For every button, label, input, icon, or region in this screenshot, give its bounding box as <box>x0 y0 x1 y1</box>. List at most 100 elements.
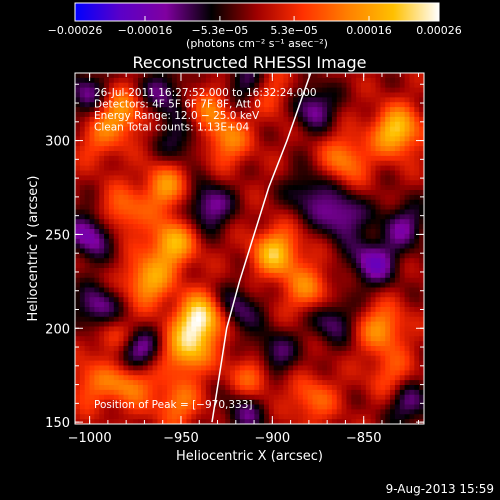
heatmap-cell <box>414 370 420 376</box>
heatmap-cell <box>133 360 139 367</box>
heatmap-cell <box>317 380 323 386</box>
heatmap-cell <box>220 380 226 386</box>
heatmap-cell <box>99 263 105 269</box>
heatmap-cell <box>167 82 173 89</box>
heatmap-cell <box>307 316 314 323</box>
heatmap-cell <box>327 131 333 137</box>
heatmap-cell <box>118 287 125 293</box>
heatmap-cell <box>210 204 217 211</box>
heatmap-cell <box>404 146 411 152</box>
heatmap-cell <box>346 92 352 98</box>
heatmap-cell <box>390 190 396 196</box>
heatmap-cell <box>288 194 294 201</box>
heatmap-cell <box>336 87 343 94</box>
heatmap-cell <box>220 258 226 264</box>
heatmap-cell <box>404 219 411 225</box>
heatmap-cell <box>234 326 241 332</box>
heatmap-cell <box>230 73 236 79</box>
heatmap-cell <box>365 326 372 332</box>
heatmap-cell <box>133 155 139 162</box>
heatmap-cell <box>176 341 183 347</box>
heatmap-cell <box>370 394 377 401</box>
heatmap-cell <box>268 77 275 84</box>
heatmap-cell <box>365 360 372 367</box>
heatmap-cell <box>409 282 415 289</box>
heatmap-cell <box>264 82 270 89</box>
heatmap-cell <box>302 248 309 254</box>
heatmap-cell <box>312 341 318 347</box>
heatmap-cell <box>152 404 159 410</box>
heatmap-cell <box>288 282 294 289</box>
heatmap-cell <box>133 175 139 181</box>
heatmap-cell <box>414 175 420 181</box>
heatmap-cell <box>293 146 299 152</box>
heatmap-cell <box>94 326 100 332</box>
heatmap-cell <box>288 243 294 250</box>
heatmap-cell <box>152 151 159 157</box>
heatmap-cell <box>138 370 144 376</box>
heatmap-cell <box>268 151 275 157</box>
heatmap-cell <box>128 82 134 89</box>
heatmap-cell <box>89 126 95 133</box>
heatmap-cell <box>394 141 401 147</box>
heatmap-cell <box>215 175 222 181</box>
heatmap-cell <box>191 331 197 337</box>
heatmap-cell <box>254 389 260 396</box>
heatmap-cell <box>79 97 86 103</box>
heatmap-cell <box>176 87 183 94</box>
heatmap-cell <box>317 185 323 191</box>
heatmap-cell <box>419 219 424 225</box>
heatmap-cell <box>414 365 420 371</box>
heatmap-cell <box>94 253 100 259</box>
heatmap-cell <box>201 297 207 303</box>
heatmap-cell <box>317 272 323 279</box>
heatmap-cell <box>273 112 280 118</box>
heatmap-cell <box>84 102 91 108</box>
heatmap-cell <box>176 389 183 396</box>
heatmap-cell <box>375 97 381 103</box>
heatmap-cell <box>264 73 270 79</box>
heatmap-cell <box>210 346 217 352</box>
heatmap-cell <box>302 233 309 240</box>
heatmap-cell <box>181 160 188 167</box>
heatmap-cell <box>210 92 217 98</box>
heatmap-cell <box>414 77 420 84</box>
heatmap-cell <box>157 185 163 191</box>
heatmap-cell <box>259 102 265 108</box>
heatmap-cell <box>394 248 401 254</box>
heatmap-cell <box>171 160 178 167</box>
heatmap-cell <box>104 326 110 332</box>
heatmap-cell <box>414 121 420 128</box>
heatmap-cell <box>239 204 246 211</box>
heatmap-cell <box>191 194 197 201</box>
heatmap-cell <box>331 233 338 240</box>
heatmap-cell <box>201 77 207 84</box>
heatmap-cell <box>317 370 323 376</box>
heatmap-cell <box>419 385 424 391</box>
heatmap-cell <box>317 204 323 211</box>
heatmap-cell <box>360 326 367 332</box>
heatmap-cell <box>419 360 424 367</box>
heatmap-cell <box>356 170 362 176</box>
heatmap-cell <box>94 112 100 118</box>
heatmap-cell <box>254 287 260 293</box>
heatmap-cell <box>264 253 270 259</box>
heatmap-cell <box>327 307 333 313</box>
heatmap-cell <box>142 87 149 94</box>
heatmap-cell <box>234 307 241 313</box>
heatmap-cell <box>84 175 91 181</box>
heatmap-cell <box>273 141 280 147</box>
heatmap-cell <box>268 229 275 235</box>
heatmap-cell <box>399 326 406 332</box>
heatmap-cell <box>399 316 406 323</box>
heatmap-cell <box>239 238 246 245</box>
heatmap-cell <box>220 297 226 303</box>
heatmap-cell <box>288 229 294 235</box>
heatmap-cell <box>404 375 411 381</box>
heatmap-cell <box>75 112 81 118</box>
heatmap-cell <box>84 170 91 176</box>
heatmap-cell <box>336 268 343 274</box>
heatmap-cell <box>307 302 314 308</box>
heatmap-cell <box>302 219 309 225</box>
heatmap-cell <box>205 116 212 123</box>
